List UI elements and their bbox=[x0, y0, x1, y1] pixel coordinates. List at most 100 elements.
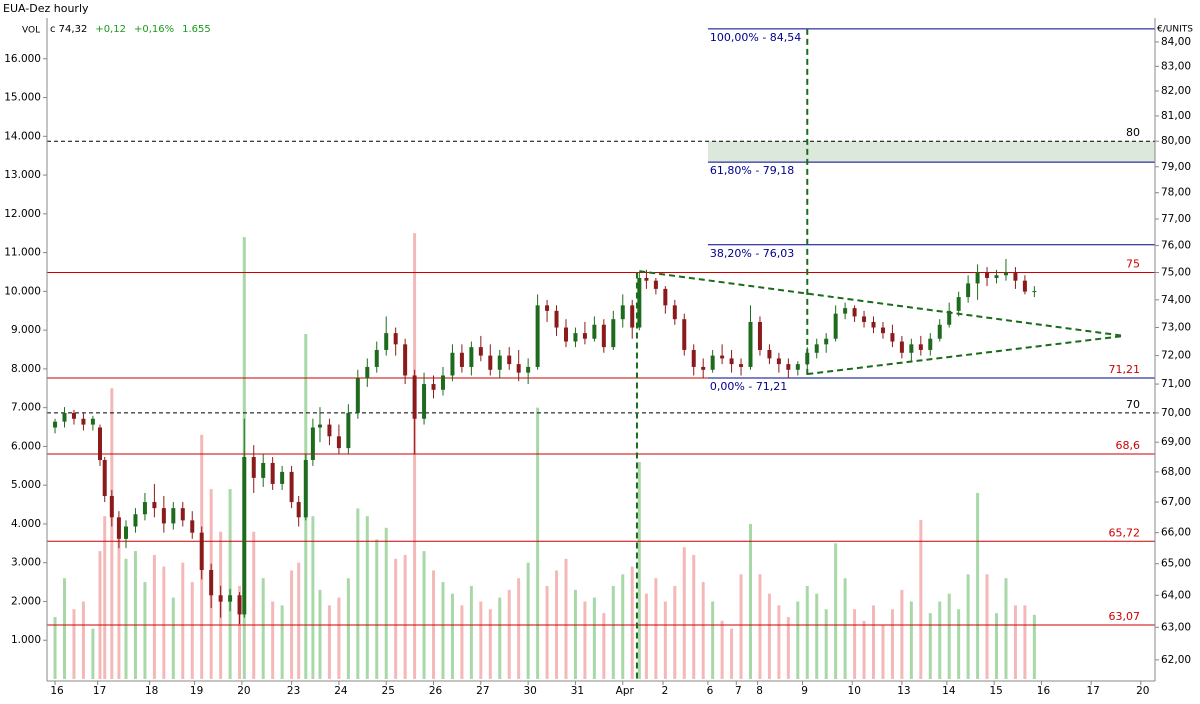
price-axis-label: €/UNITS bbox=[1157, 25, 1193, 35]
candle-body bbox=[270, 462, 275, 484]
y2-tick-label: 7.000 bbox=[11, 402, 41, 414]
candle-body bbox=[133, 514, 138, 527]
candle-body bbox=[833, 313, 838, 339]
level-label: 68,6 bbox=[1116, 439, 1141, 452]
quote-item: 1.655 bbox=[182, 24, 211, 35]
volume-bar bbox=[663, 601, 667, 679]
candle-body bbox=[116, 517, 121, 539]
candle-body bbox=[843, 308, 848, 314]
candle-body bbox=[161, 508, 166, 524]
candle-body bbox=[478, 347, 483, 356]
volume-bar bbox=[995, 613, 999, 679]
y2-tick-label: 16.000 bbox=[4, 53, 41, 65]
volume-bar bbox=[488, 609, 492, 679]
candle-body bbox=[601, 324, 606, 348]
candle-body bbox=[909, 344, 914, 353]
candle-body bbox=[180, 508, 185, 521]
y-tick-label: 83,00 bbox=[1161, 60, 1191, 72]
volume-bar bbox=[564, 558, 568, 679]
volume-bar bbox=[143, 582, 147, 679]
candle-body bbox=[767, 349, 772, 359]
volume-bar bbox=[261, 578, 265, 679]
candle-body bbox=[384, 333, 389, 350]
x-tick-label: 8 bbox=[756, 685, 763, 697]
x-tick-label: 26 bbox=[429, 685, 443, 697]
volume-bar bbox=[966, 574, 970, 679]
candle-body bbox=[554, 310, 559, 328]
x-tick-label: Apr bbox=[616, 685, 635, 697]
candle-body bbox=[336, 436, 341, 449]
candle-body bbox=[251, 457, 256, 478]
volume-bar bbox=[573, 589, 577, 679]
trendline bbox=[807, 334, 1125, 376]
volume-bar bbox=[611, 585, 615, 679]
candle-body bbox=[620, 305, 625, 320]
volume-bar bbox=[91, 628, 95, 679]
candle-body bbox=[653, 280, 658, 289]
y-tick-label: 81,00 bbox=[1161, 110, 1191, 122]
level-label: 75 bbox=[1126, 258, 1140, 271]
candle-body bbox=[261, 462, 266, 478]
volume-axis-label: VOL bbox=[22, 26, 40, 36]
candle-body bbox=[412, 375, 417, 419]
volume-bar bbox=[422, 551, 426, 679]
candle-body bbox=[918, 344, 923, 350]
candle-body bbox=[403, 344, 408, 376]
candle-body bbox=[937, 324, 942, 339]
candle-body bbox=[682, 319, 687, 350]
volume-bar bbox=[853, 609, 857, 679]
volume-bar bbox=[843, 578, 847, 679]
candle-body bbox=[346, 412, 351, 449]
candle-body bbox=[199, 532, 204, 570]
volume-bar bbox=[1013, 605, 1017, 679]
volume-bar bbox=[815, 593, 819, 679]
volume-bar bbox=[692, 554, 696, 679]
x-tick-label: 18 bbox=[145, 685, 158, 697]
volume-bar bbox=[536, 407, 540, 679]
candle-body bbox=[1022, 280, 1027, 292]
fib-label: 100,00% - 84,54 bbox=[710, 31, 801, 44]
volume-bar bbox=[602, 613, 606, 679]
volume-bar bbox=[346, 578, 350, 679]
candle-body bbox=[795, 364, 800, 370]
candle-body bbox=[440, 375, 445, 390]
candle-body bbox=[53, 421, 58, 428]
y2-tick-label: 9.000 bbox=[11, 324, 41, 336]
x-tick-label: 25 bbox=[382, 685, 395, 697]
candle-body bbox=[691, 349, 696, 367]
volume-bar bbox=[682, 547, 686, 679]
volume-bar bbox=[469, 585, 473, 679]
volume-bar bbox=[1032, 614, 1036, 679]
volume-bar bbox=[280, 605, 284, 679]
volume-bar bbox=[63, 578, 67, 679]
volume-bar bbox=[985, 574, 989, 679]
y-tick-label: 63,00 bbox=[1161, 621, 1191, 633]
volume-bar bbox=[592, 597, 596, 679]
volume-bar bbox=[413, 233, 417, 680]
candle-body bbox=[573, 333, 578, 342]
volume-bar bbox=[441, 582, 445, 679]
candle-body bbox=[871, 321, 876, 328]
y-tick-label: 69,00 bbox=[1161, 436, 1191, 448]
fib-label: 38,20% - 76,03 bbox=[710, 247, 794, 260]
y2-tick-label: 3.000 bbox=[11, 557, 41, 569]
volume-bar bbox=[337, 597, 341, 679]
candle-body bbox=[710, 355, 715, 370]
volume-bar bbox=[796, 601, 800, 679]
volume-bar bbox=[403, 554, 407, 679]
fib-label: 61,80% - 79,18 bbox=[710, 164, 794, 177]
volume-bar bbox=[356, 508, 360, 679]
candle-body bbox=[327, 424, 332, 437]
x-tick-label: 23 bbox=[287, 685, 300, 697]
candle-body bbox=[701, 366, 706, 370]
candle-body bbox=[280, 471, 285, 484]
candle-body bbox=[757, 321, 762, 350]
candle-body bbox=[890, 333, 895, 342]
volume-bar bbox=[947, 593, 951, 679]
y-tick-label: 71,00 bbox=[1161, 378, 1191, 390]
y-tick-label: 65,00 bbox=[1161, 558, 1191, 570]
volume-bar bbox=[498, 597, 502, 679]
level-label: 63,07 bbox=[1109, 610, 1141, 623]
candle-body bbox=[776, 358, 781, 365]
